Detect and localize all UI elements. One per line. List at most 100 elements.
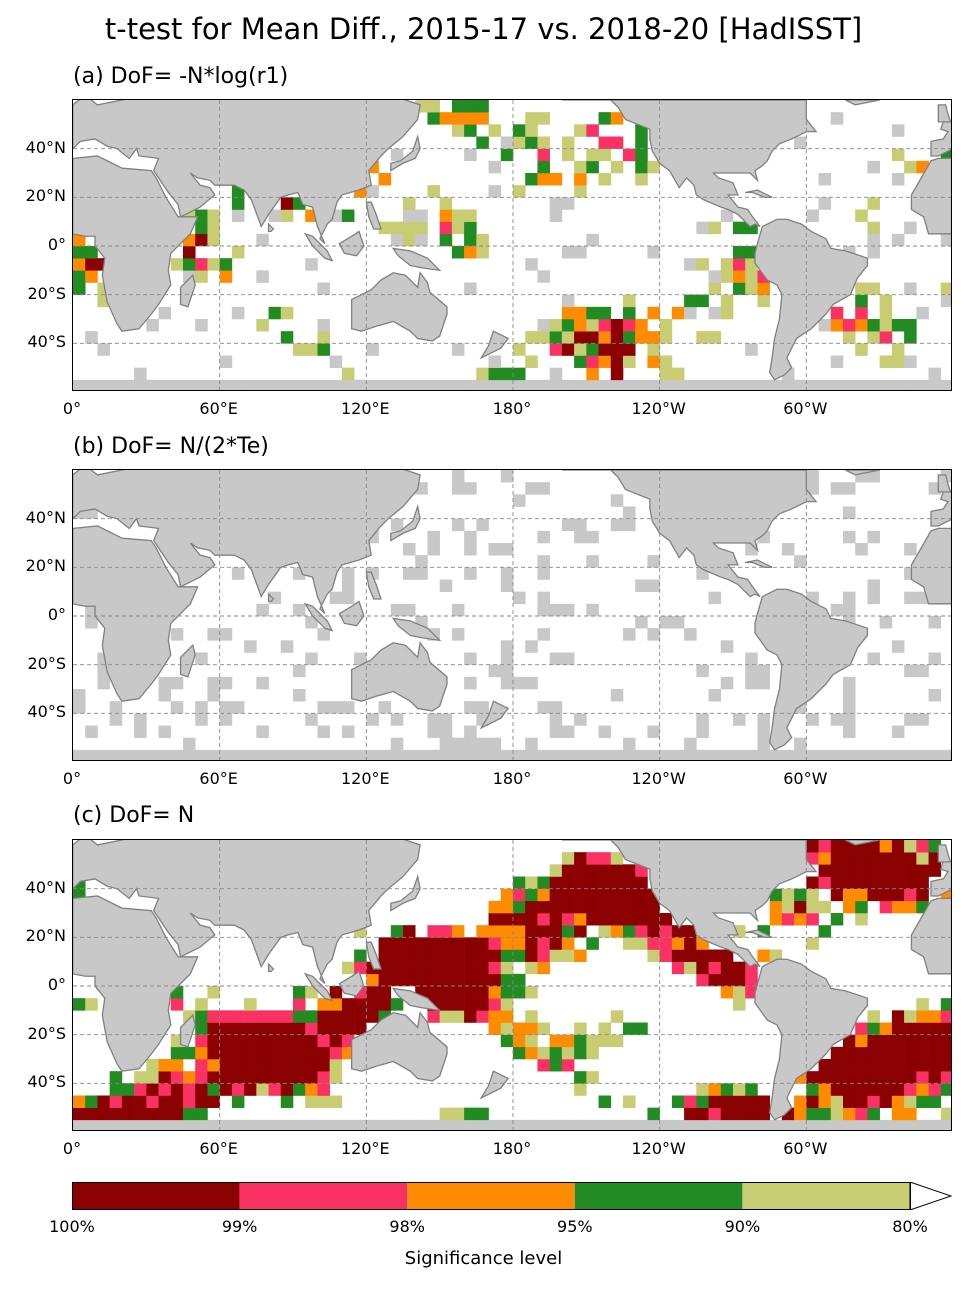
sig-cell [904,1046,917,1060]
sig-cell [830,1046,844,1060]
sig-cell [781,913,795,926]
sig-cell [904,319,917,332]
sig-cell [451,998,465,1011]
sig-cell [928,1083,942,1096]
sig-cell [647,343,660,356]
landmass [845,100,880,106]
sig-cell [879,864,893,877]
sig-cell [219,258,233,271]
sig-cell [574,518,587,532]
sig-cell [231,1095,245,1108]
sig-cell [623,937,636,950]
sig-cell [867,1022,880,1035]
sig-cell [170,1046,184,1060]
sig-cell [341,379,355,390]
sig-cell [207,221,220,235]
sig-cell [390,937,404,950]
sig-cell [757,1119,770,1130]
sig-cell [867,282,880,295]
sig-cell [586,852,599,865]
sig-cell [451,949,465,962]
sig-cell [134,1119,147,1130]
sig-cell [574,1046,587,1060]
sig-cell [635,579,648,592]
sig-cell [85,258,98,271]
sig-cell [561,343,575,356]
sig-cell [305,652,318,665]
sig-cell [684,306,697,320]
sig-cell [403,543,416,556]
sig-cell [794,737,807,751]
sig-cell [549,379,563,390]
sig-cell [574,900,587,914]
sig-cell [488,379,502,390]
sig-cell [390,749,404,760]
sig-cell [647,1107,660,1121]
sig-cell [916,1119,929,1130]
sig-cell [830,355,844,368]
sig-cell [733,1107,746,1121]
lat-tick-label: 0° [47,235,66,254]
sig-cell [415,233,428,247]
sig-cell [427,530,440,544]
sig-cell [513,367,526,381]
sig-cell [134,1107,147,1121]
sig-cell [916,749,929,760]
sig-cell [647,725,660,738]
sig-cell [696,1095,709,1108]
sig-cell [843,701,856,714]
sig-cell [794,888,807,902]
sig-cell [537,937,550,950]
sig-cell [647,900,660,914]
sig-cell [85,331,98,344]
sig-cell [867,246,880,259]
sig-cell [366,343,379,356]
sig-cell [329,1010,343,1023]
sig-cell [268,306,282,320]
sig-cell [354,1119,367,1130]
sig-cell [610,112,624,125]
sig-cell [293,1046,306,1060]
sig-cell [586,530,599,544]
sig-cell [891,1107,905,1121]
sig-cell [659,319,673,332]
sig-cell [623,749,636,760]
sig-cell [513,124,526,137]
sig-cell [488,355,502,368]
sig-cell [696,961,709,975]
landmass [73,470,421,615]
sig-cell [195,233,208,247]
sig-cell [818,1083,832,1096]
sig-cell [525,640,538,653]
sig-cell [843,506,856,519]
landmass [365,571,382,600]
lon-tick-label: 0° [62,769,82,788]
sig-cell [170,258,184,271]
landmass [267,962,275,973]
sig-cell [647,937,660,950]
sig-cell [586,319,599,332]
sig-cell [781,900,795,914]
sig-cell [134,1095,147,1108]
sig-cell [525,379,538,390]
sig-cell [537,530,550,544]
sig-cell [733,749,746,760]
sig-cell [733,246,746,259]
sig-cell [378,749,392,760]
sig-cell [928,1022,942,1035]
landmass [845,470,880,476]
sig-cell [268,379,282,390]
sig-cell [879,355,893,368]
sig-cell [586,379,599,390]
lon-tick-label: 120°E [341,399,390,418]
landmass [910,527,951,605]
sig-cell [525,136,538,149]
sig-cell [439,379,453,390]
sig-cell [451,628,465,641]
sig-cell [867,852,880,865]
sig-cell [586,900,599,914]
sig-cell [855,319,868,332]
sig-cell [818,1059,832,1072]
sig-cell [623,1119,636,1130]
sig-cell [549,1034,563,1048]
